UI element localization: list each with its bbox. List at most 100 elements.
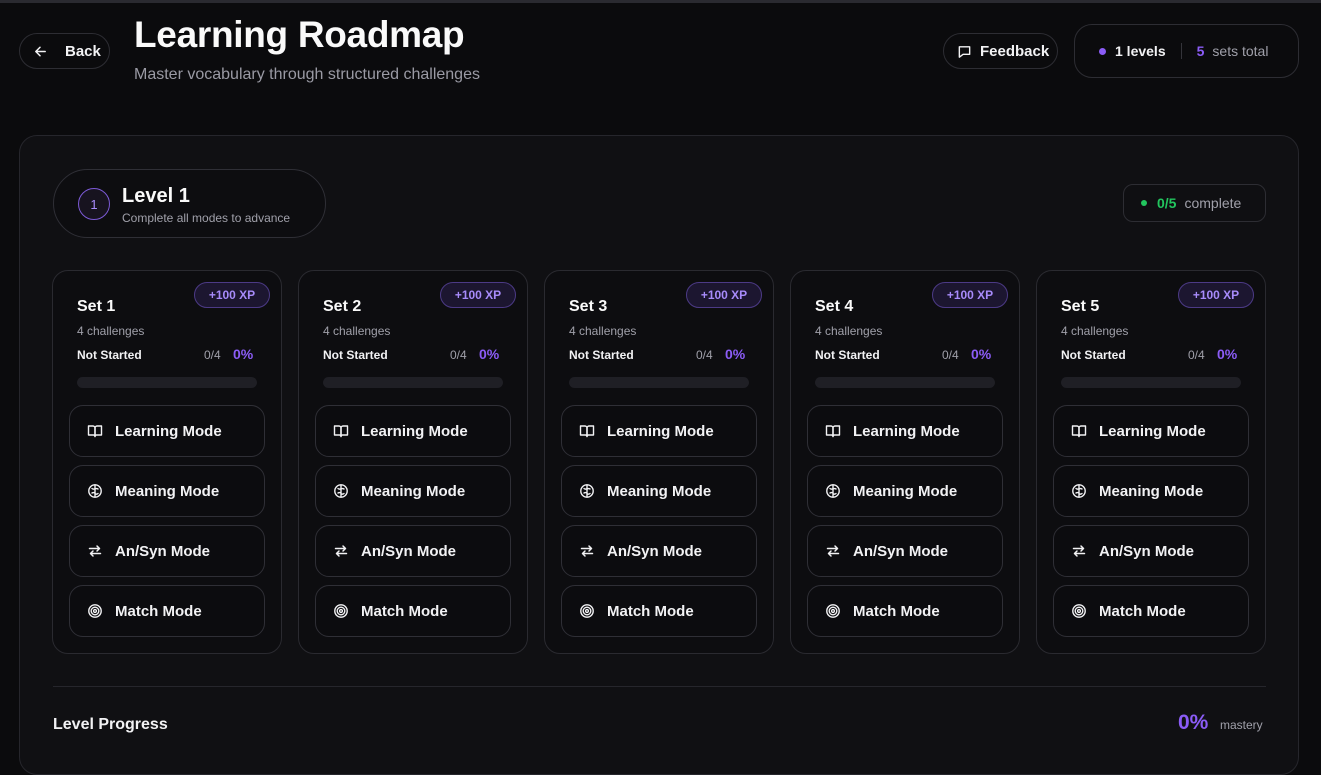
mode-label: An/Syn Mode bbox=[115, 542, 211, 560]
set-count: 0/4 bbox=[942, 348, 959, 362]
swap-arrows-icon bbox=[579, 543, 595, 559]
brain-icon bbox=[87, 483, 103, 499]
mode-button-meaning-mode[interactable]: Meaning Mode bbox=[1053, 465, 1249, 517]
set-card: +100 XP Set 5 4 challenges Not Started 0/4 0%… bbox=[1036, 270, 1266, 654]
book-icon bbox=[825, 423, 841, 439]
back-label: Back bbox=[65, 42, 101, 60]
brain-icon bbox=[579, 483, 595, 499]
brain-icon bbox=[825, 483, 841, 499]
set-card: +100 XP Set 2 4 challenges Not Started 0/4 0%… bbox=[298, 270, 528, 654]
mode-button-learning-mode[interactable]: Learning Mode bbox=[561, 405, 757, 457]
target-icon bbox=[825, 603, 841, 619]
arrow-left-icon bbox=[33, 44, 48, 59]
completion-badge: 0/5 complete bbox=[1123, 184, 1266, 222]
mode-label: Meaning Mode bbox=[853, 482, 958, 500]
level-progress-title: Level Progress bbox=[53, 716, 168, 733]
mode-button-an-syn-mode[interactable]: An/Syn Mode bbox=[69, 525, 265, 577]
set-title: Set 1 bbox=[77, 298, 116, 315]
book-icon bbox=[87, 423, 103, 439]
set-count: 0/4 bbox=[450, 348, 467, 362]
set-status: Not Started bbox=[77, 348, 142, 362]
mode-button-learning-mode[interactable]: Learning Mode bbox=[315, 405, 511, 457]
mode-label: An/Syn Mode bbox=[853, 542, 949, 560]
set-challenges: 4 challenges bbox=[323, 324, 391, 338]
mode-button-learning-mode[interactable]: Learning Mode bbox=[807, 405, 1003, 457]
set-title: Set 3 bbox=[569, 298, 608, 315]
mode-button-meaning-mode[interactable]: Meaning Mode bbox=[561, 465, 757, 517]
feedback-label: Feedback bbox=[980, 42, 1050, 60]
mode-label: Match Mode bbox=[853, 602, 940, 620]
mode-label: Learning Mode bbox=[361, 422, 468, 440]
xp-badge: +100 XP bbox=[1178, 282, 1254, 308]
mode-button-meaning-mode[interactable]: Meaning Mode bbox=[69, 465, 265, 517]
xp-badge: +100 XP bbox=[440, 282, 516, 308]
mode-label: Match Mode bbox=[1099, 602, 1186, 620]
set-challenges: 4 challenges bbox=[77, 324, 145, 338]
levels-dot bbox=[1099, 47, 1106, 55]
section-divider bbox=[53, 686, 1266, 687]
set-status: Not Started bbox=[569, 348, 634, 362]
completion-count: 0/5 bbox=[1157, 195, 1177, 211]
message-icon bbox=[957, 44, 972, 59]
mode-button-match-mode[interactable]: Match Mode bbox=[807, 585, 1003, 637]
swap-arrows-icon bbox=[87, 543, 103, 559]
mode-button-meaning-mode[interactable]: Meaning Mode bbox=[315, 465, 511, 517]
mode-button-match-mode[interactable]: Match Mode bbox=[315, 585, 511, 637]
mastery-label: mastery bbox=[1220, 718, 1263, 732]
mode-button-an-syn-mode[interactable]: An/Syn Mode bbox=[807, 525, 1003, 577]
mode-button-match-mode[interactable]: Match Mode bbox=[69, 585, 265, 637]
set-title: Set 2 bbox=[323, 298, 362, 315]
mode-label: An/Syn Mode bbox=[607, 542, 703, 560]
swap-arrows-icon bbox=[825, 543, 841, 559]
progress-bar bbox=[815, 377, 995, 388]
stats-divider bbox=[1180, 43, 1182, 59]
set-status: Not Started bbox=[323, 348, 388, 362]
mode-label: Learning Mode bbox=[607, 422, 714, 440]
brain-icon bbox=[1071, 483, 1087, 499]
mode-button-learning-mode[interactable]: Learning Mode bbox=[69, 405, 265, 457]
level-number-badge: 1 bbox=[78, 188, 110, 220]
set-status: Not Started bbox=[1061, 348, 1126, 362]
set-count: 0/4 bbox=[1188, 348, 1205, 362]
target-icon bbox=[333, 603, 349, 619]
progress-bar bbox=[1061, 377, 1241, 388]
progress-bar bbox=[77, 377, 257, 388]
mode-button-match-mode[interactable]: Match Mode bbox=[561, 585, 757, 637]
mode-button-an-syn-mode[interactable]: An/Syn Mode bbox=[1053, 525, 1249, 577]
mode-button-learning-mode[interactable]: Learning Mode bbox=[1053, 405, 1249, 457]
sets-count: 5 bbox=[1196, 43, 1205, 59]
book-icon bbox=[1071, 423, 1087, 439]
mode-label: Match Mode bbox=[115, 602, 202, 620]
xp-badge: +100 XP bbox=[194, 282, 270, 308]
mode-label: An/Syn Mode bbox=[361, 542, 457, 560]
book-icon bbox=[333, 423, 349, 439]
brain-icon bbox=[333, 483, 349, 499]
levels-count: 1 levels bbox=[1115, 43, 1166, 59]
mode-label: Match Mode bbox=[607, 602, 694, 620]
sets-label: sets total bbox=[1212, 43, 1269, 59]
target-icon bbox=[87, 603, 103, 619]
level-hint: Complete all modes to advance bbox=[122, 211, 291, 225]
set-status: Not Started bbox=[815, 348, 880, 362]
page-title: Learning Roadmap bbox=[134, 14, 465, 55]
set-percent: 0% bbox=[971, 346, 992, 362]
feedback-button[interactable]: Feedback bbox=[943, 33, 1058, 69]
set-challenges: 4 challenges bbox=[1061, 324, 1129, 338]
mode-label: Meaning Mode bbox=[607, 482, 712, 500]
mode-button-match-mode[interactable]: Match Mode bbox=[1053, 585, 1249, 637]
target-icon bbox=[579, 603, 595, 619]
top-border bbox=[0, 0, 1321, 3]
progress-bar bbox=[569, 377, 749, 388]
set-percent: 0% bbox=[1217, 346, 1238, 362]
completion-label: complete bbox=[1184, 195, 1242, 211]
set-percent: 0% bbox=[233, 346, 254, 362]
mode-button-an-syn-mode[interactable]: An/Syn Mode bbox=[561, 525, 757, 577]
mode-button-an-syn-mode[interactable]: An/Syn Mode bbox=[315, 525, 511, 577]
xp-badge: +100 XP bbox=[686, 282, 762, 308]
mastery-percent: 0% bbox=[1178, 711, 1209, 734]
swap-arrows-icon bbox=[333, 543, 349, 559]
back-button[interactable]: Back bbox=[19, 33, 110, 69]
page-subtitle: Master vocabulary through structured cha… bbox=[134, 66, 480, 83]
mode-label: Learning Mode bbox=[1099, 422, 1206, 440]
mode-button-meaning-mode[interactable]: Meaning Mode bbox=[807, 465, 1003, 517]
